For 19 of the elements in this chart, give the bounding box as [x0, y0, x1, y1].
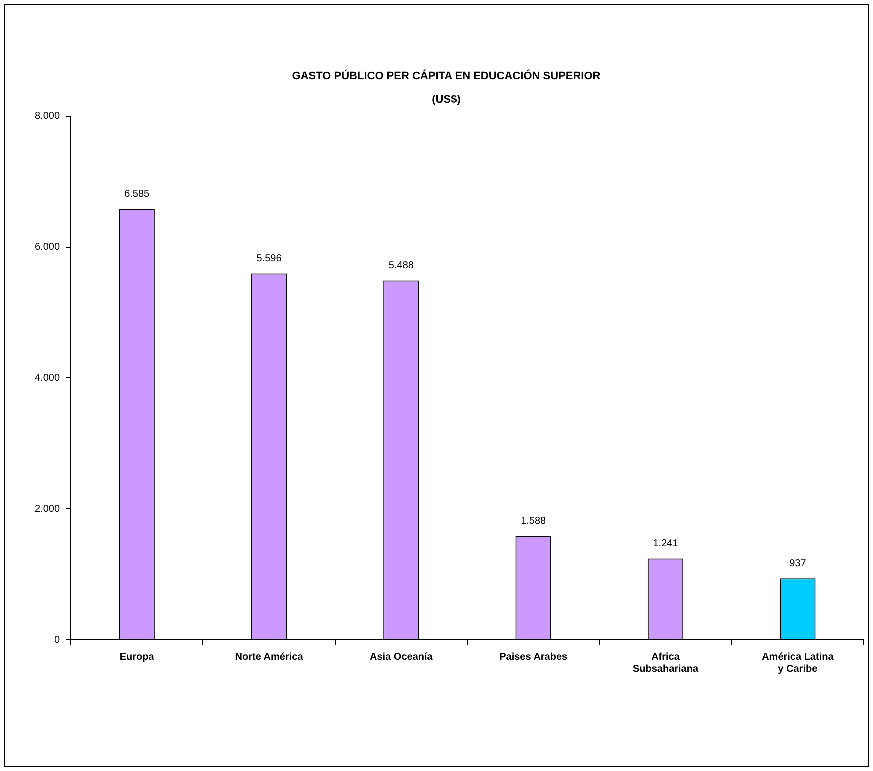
data-label: 1.241 — [653, 538, 679, 550]
y-tick-label: 0 — [54, 634, 60, 646]
data-label: 5.488 — [388, 260, 414, 272]
x-tick-label: Europa — [120, 652, 155, 663]
y-tick-label: 2.000 — [34, 504, 60, 515]
x-tick-label: Africa Subsahariana — [632, 652, 699, 675]
data-label: 937 — [790, 558, 807, 570]
y-tick-label: 6.000 — [34, 242, 60, 254]
x-tick-label: Norte América — [235, 652, 304, 663]
data-label: 6.585 — [124, 188, 150, 200]
chart-title: GASTO PÚBLICO PER CÁPITA EN EDUCACIÓN SUPERIOR — [292, 70, 601, 83]
y-tick-label: 4.000 — [34, 372, 60, 384]
chart-subtitle: (US$) — [432, 94, 462, 106]
data-label: 1.588 — [521, 516, 547, 527]
x-tick-label: Asia Oceanía — [370, 652, 434, 663]
x-tick-label: Paises Arabes — [500, 652, 568, 663]
y-tick-label: 8.000 — [34, 111, 60, 122]
x-tick-label: América Latina y Caribe — [762, 652, 834, 675]
data-label: 5.596 — [256, 253, 282, 264]
